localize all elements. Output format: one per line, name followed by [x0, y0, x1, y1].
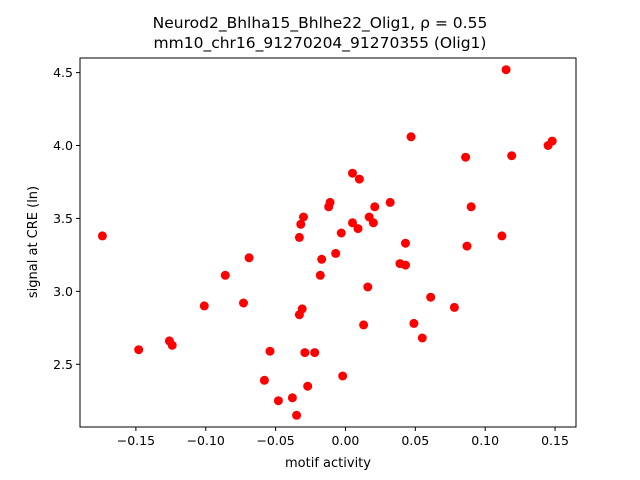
data-point — [336, 228, 346, 238]
data-point — [338, 371, 348, 381]
data-point — [199, 301, 209, 311]
data-point — [449, 302, 459, 312]
y-tick-label: 3.0 — [53, 284, 73, 299]
data-point — [325, 197, 335, 207]
x-tick-label: −0.15 — [117, 433, 155, 448]
x-tick-label: 0.05 — [401, 433, 429, 448]
data-point — [300, 348, 310, 358]
x-axis-label: motif activity — [285, 456, 371, 471]
y-axis-label: signal at CRE (ln) — [26, 186, 41, 298]
data-point — [317, 254, 327, 264]
y-tick-label: 4.0 — [53, 138, 73, 153]
data-point — [547, 136, 557, 146]
data-point — [303, 381, 313, 391]
y-tick-label: 3.5 — [53, 211, 73, 226]
data-point — [310, 348, 320, 358]
x-tick-label: −0.05 — [256, 433, 294, 448]
data-point — [297, 304, 307, 314]
y-tick-label: 4.5 — [53, 65, 73, 80]
chart-title-line-1: Neurod2_Bhlha15_Bhlhe22_Olig1, ρ = 0.55 — [152, 14, 488, 32]
data-point — [497, 231, 507, 241]
data-point — [265, 346, 275, 356]
data-point — [466, 202, 476, 212]
x-tick-label: 0.00 — [332, 433, 360, 448]
data-point — [348, 168, 357, 178]
data-point — [409, 318, 419, 328]
data-point — [401, 260, 410, 270]
data-point — [507, 151, 517, 161]
data-point — [406, 132, 416, 142]
data-point — [273, 396, 283, 406]
data-point — [348, 218, 357, 228]
data-point — [401, 238, 410, 248]
data-point — [292, 410, 302, 420]
data-point — [461, 152, 471, 162]
x-tick-label: 0.10 — [471, 433, 499, 448]
data-point — [359, 320, 369, 330]
data-point — [368, 218, 378, 228]
x-tick-label: −0.10 — [187, 433, 225, 448]
data-point — [97, 231, 107, 241]
data-point — [354, 174, 364, 184]
data-point — [462, 241, 472, 251]
data-point — [299, 212, 308, 222]
data-point — [331, 248, 341, 258]
y-axis-ticks: 2.5 3.0 3.5 4.0 4.5 — [53, 65, 80, 372]
data-point — [287, 393, 297, 403]
data-point — [220, 270, 230, 280]
data-point — [353, 224, 363, 234]
data-point — [417, 333, 427, 343]
data-point — [363, 282, 373, 292]
data-point — [244, 253, 254, 263]
data-point — [134, 345, 144, 355]
x-tick-label: 0.15 — [541, 433, 569, 448]
x-axis-ticks: −0.15 −0.10 −0.05 0.00 0.05 0.10 0.15 — [117, 427, 569, 448]
plot-frame — [79, 57, 577, 428]
data-points — [97, 65, 557, 420]
data-point — [296, 219, 306, 229]
data-point — [259, 375, 269, 385]
data-point — [426, 292, 436, 302]
data-point — [315, 270, 325, 280]
data-point — [167, 340, 177, 350]
data-point — [239, 298, 248, 308]
data-point — [370, 202, 380, 212]
data-point — [294, 232, 304, 242]
data-point — [501, 65, 511, 75]
y-tick-label: 2.5 — [53, 357, 73, 372]
chart-title-line-2: mm10_chr16_91270204_91270355 (Olig1) — [153, 34, 487, 52]
data-point — [385, 197, 395, 207]
